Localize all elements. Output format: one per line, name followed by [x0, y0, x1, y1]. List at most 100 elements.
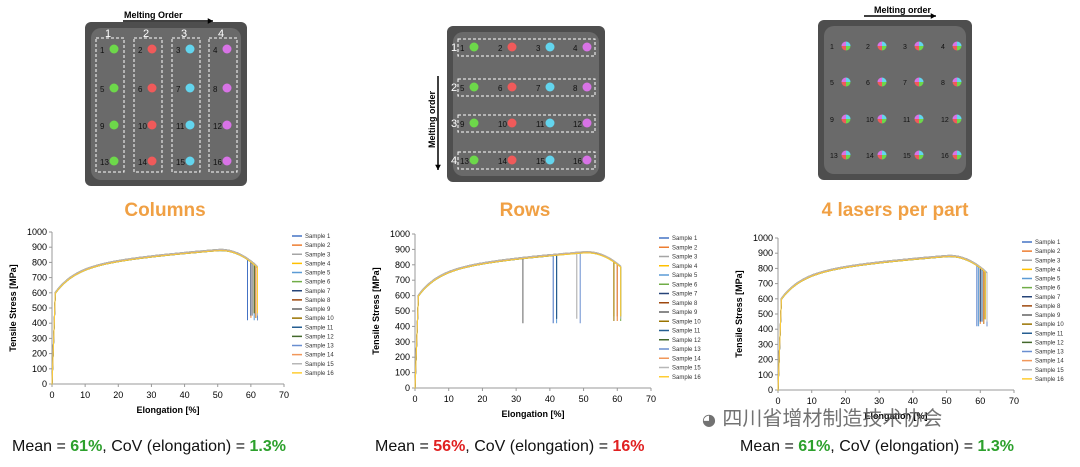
column-group-box: [208, 37, 238, 173]
series-line: [777, 256, 986, 391]
part-dot: [109, 83, 119, 93]
y-tick-label: 600: [32, 288, 47, 298]
part-number: 8: [213, 85, 218, 94]
y-tick-label: 0: [405, 383, 410, 393]
x-tick-label: 40: [908, 396, 918, 406]
tensile-chart-rows: 0 100 200 300 400 500 600 700 800 900 1000 0 10 20 30 4…: [371, 229, 701, 419]
part-dot-quad: [877, 114, 887, 124]
column-group-number: 4: [218, 28, 224, 40]
legend-label: Sample 16: [1035, 377, 1064, 383]
x-tick-label: 10: [80, 390, 90, 400]
part-dot-quad: [877, 41, 887, 51]
part-number: 10: [866, 117, 874, 124]
quad-segment: [877, 82, 882, 87]
legend-label: Sample 8: [305, 298, 331, 304]
x-axis-label: Elongation [%]: [502, 409, 565, 419]
melting-order-label: Melting order: [874, 5, 931, 15]
tensile-chart-columns: 0 100 200 300 400 500 600 700 800 900 1000 0 10 20 30 4…: [8, 227, 334, 415]
quad-segment: [952, 150, 957, 155]
quad-segment: [957, 119, 962, 124]
panel-heading: 4 lasers per part: [821, 200, 969, 221]
series-line: [51, 248, 257, 384]
quad-segment: [952, 77, 957, 82]
part-number: 3: [903, 44, 907, 51]
wechat-icon: ◕: [702, 410, 716, 429]
y-tick-label: 100: [758, 370, 773, 380]
series-line: [414, 251, 615, 388]
x-tick-label: 40: [180, 390, 190, 400]
y-tick-label: 400: [758, 324, 773, 334]
x-tick-label: 60: [612, 394, 622, 404]
quad-segment: [841, 77, 846, 82]
quad-segment: [846, 46, 851, 51]
quad-segment: [846, 82, 851, 87]
part-number: 6: [138, 85, 143, 94]
part-number: 8: [941, 80, 945, 87]
series-line: [414, 252, 581, 389]
x-tick-label: 20: [840, 396, 850, 406]
y-tick-label: 1000: [390, 229, 410, 239]
series-line: [414, 257, 524, 388]
part-dot: [109, 156, 119, 166]
part-number: 3: [536, 44, 541, 53]
quad-segment: [957, 46, 962, 51]
part-number: 9: [830, 117, 834, 124]
part-dot-quad: [841, 41, 851, 51]
y-tick-label: 800: [32, 257, 47, 267]
quad-segment: [846, 155, 851, 160]
legend-label: Sample 6: [1035, 286, 1061, 292]
series-line: [414, 251, 622, 388]
y-tick-label: 400: [395, 321, 410, 331]
quad-segment: [877, 77, 882, 82]
x-tick-label: 20: [477, 394, 487, 404]
part-number: 5: [830, 80, 834, 87]
column-group-box: [133, 37, 163, 173]
y-tick-label: 500: [395, 306, 410, 316]
row-group-box: [457, 78, 596, 97]
quad-segment: [952, 155, 957, 160]
order-arrowhead: [435, 164, 441, 170]
quad-segment: [919, 155, 924, 160]
quad-segment: [841, 119, 846, 124]
quad-segment: [957, 77, 962, 82]
legend-label: Sample 13: [1035, 350, 1064, 356]
part-dot: [185, 44, 195, 54]
quad-segment: [882, 46, 887, 51]
y-tick-label: 700: [32, 273, 47, 283]
part-dot: [185, 83, 195, 93]
quad-segment: [919, 119, 924, 124]
quad-segment: [957, 114, 962, 119]
x-tick-label: 60: [975, 396, 985, 406]
y-axis-label: Tensile Stress [MPa]: [371, 267, 381, 354]
legend-label: Sample 7: [305, 289, 331, 295]
part-number: 8: [573, 84, 578, 93]
part-number: 5: [100, 85, 105, 94]
part-dot-quad: [952, 41, 962, 51]
quad-segment: [957, 150, 962, 155]
quad-segment: [846, 77, 851, 82]
legend-label: Sample 15: [305, 362, 334, 368]
part-dot-quad: [841, 150, 851, 160]
part-number: 13: [100, 158, 109, 167]
y-tick-label: 100: [32, 364, 47, 374]
part-number: 4: [213, 46, 218, 55]
y-tick-label: 900: [32, 242, 47, 252]
part-number: 1: [830, 44, 834, 51]
mean-value: 61%: [70, 438, 103, 455]
tensile-chart-four-lasers: 0 100 200 300 400 500 600 700 800 900 1000 0 10 20 30 4…: [734, 233, 1064, 421]
x-tick-label: 10: [444, 394, 454, 404]
legend-label: Sample 6: [672, 282, 698, 288]
y-tick-label: 200: [395, 352, 410, 362]
row-group-number: 4: [451, 155, 457, 167]
row-group-box: [457, 151, 596, 170]
x-tick-label: 70: [646, 394, 656, 404]
legend-label: Sample 4: [305, 261, 331, 267]
part-dot: [545, 42, 555, 52]
y-tick-label: 0: [768, 385, 773, 395]
quad-segment: [952, 82, 957, 87]
quad-segment: [846, 114, 851, 119]
part-dot-quad: [914, 150, 924, 160]
legend-label: Sample 6: [305, 280, 331, 286]
quad-segment: [841, 150, 846, 155]
